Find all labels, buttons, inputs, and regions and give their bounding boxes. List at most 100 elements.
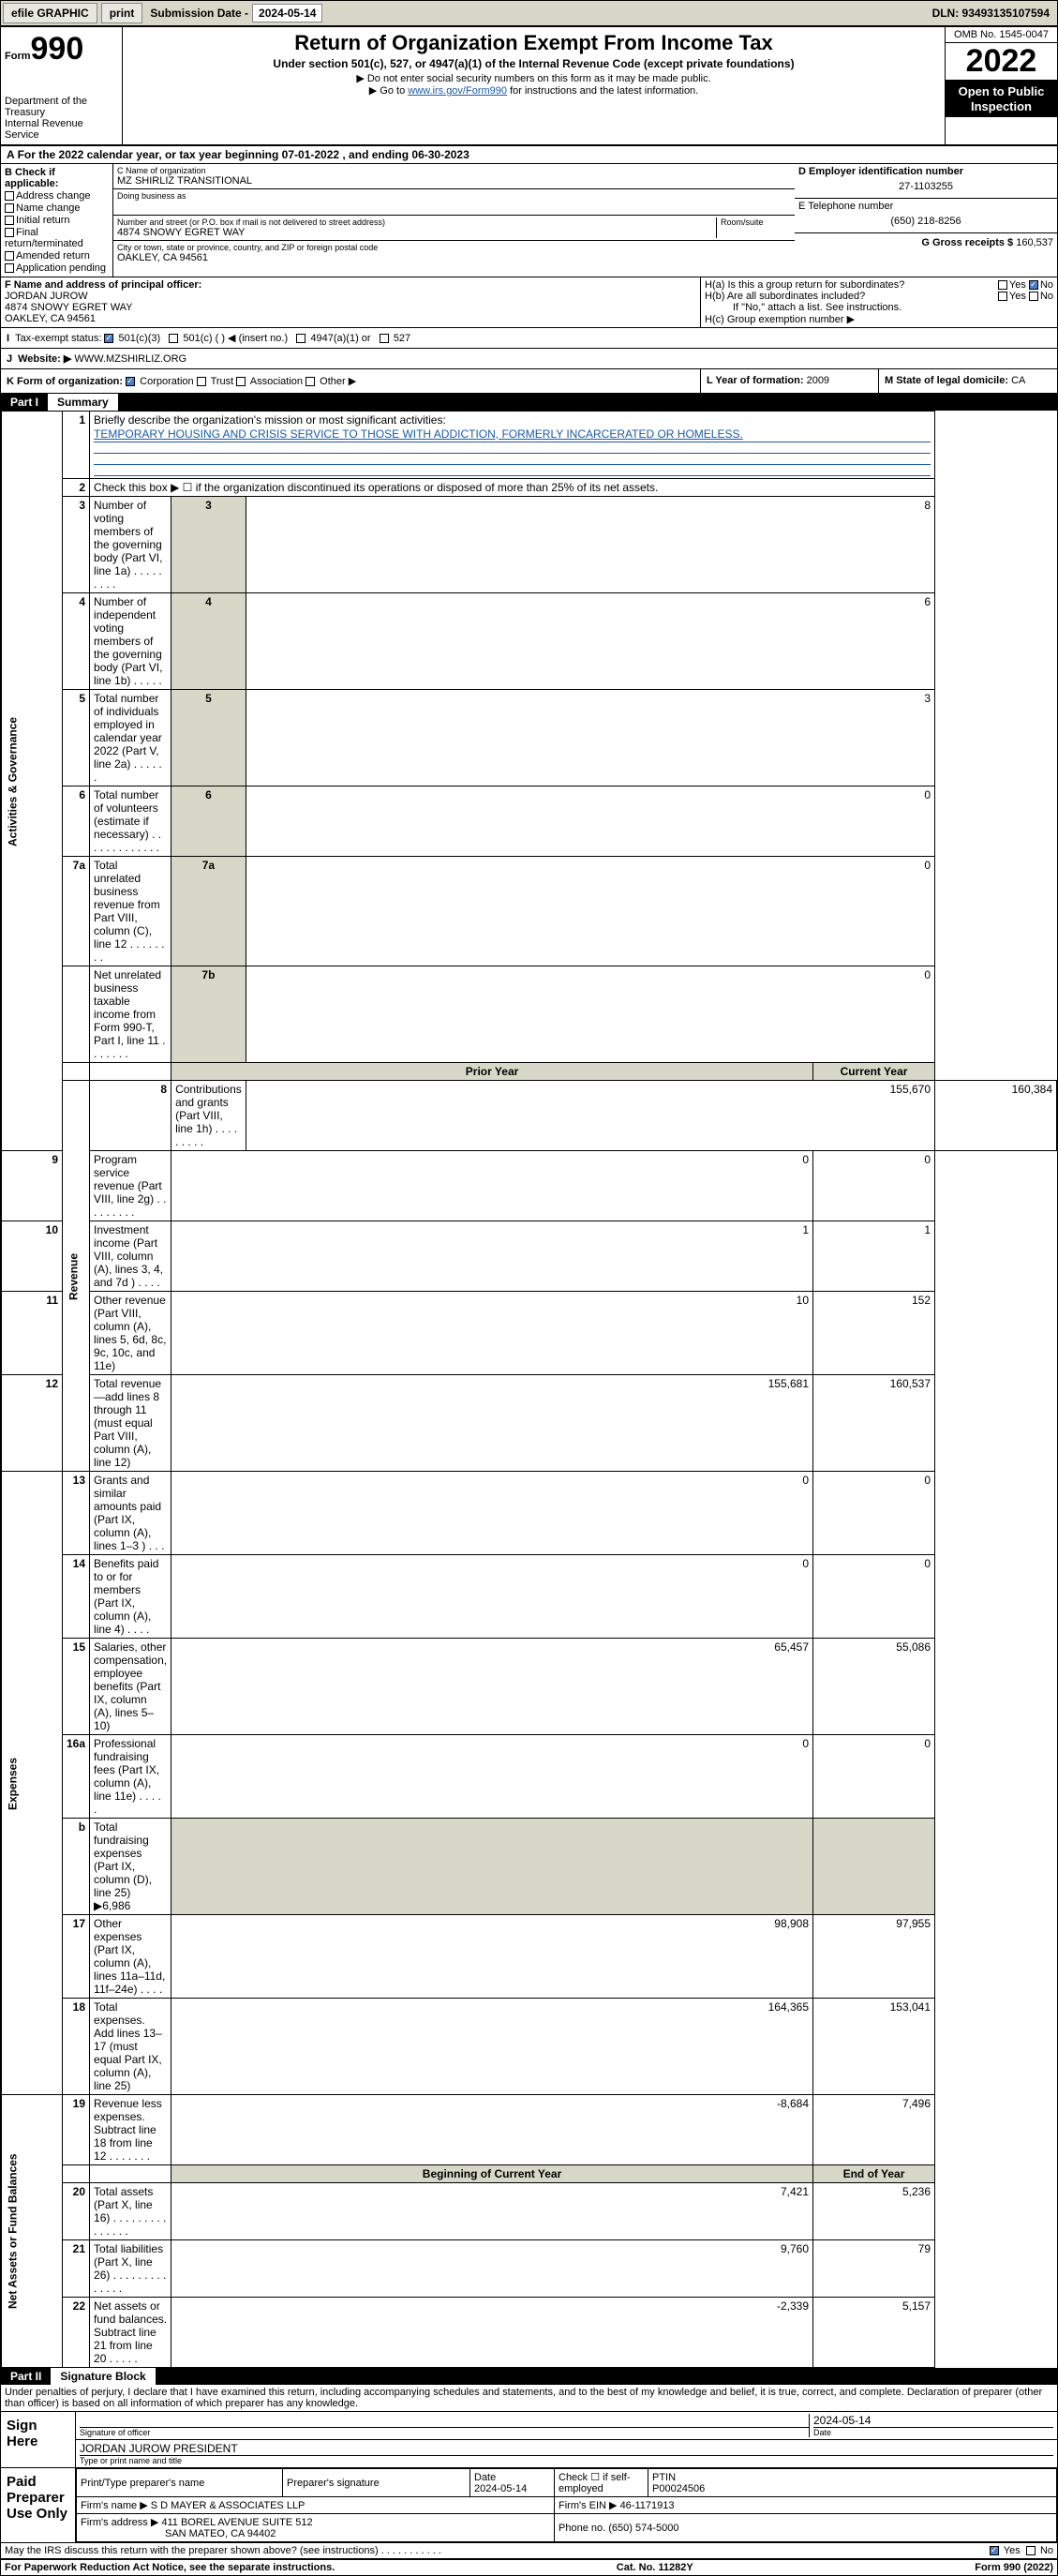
ein-label: D Employer identification number <box>798 166 1053 177</box>
checkbox-501c[interactable] <box>169 334 178 343</box>
form-container: Form990 Department of the Treasury Inter… <box>0 26 1058 2576</box>
penalty-statement: Under penalties of perjury, I declare th… <box>1 2385 1057 2412</box>
dln-value: DLN: 93493135107594 <box>932 7 1055 20</box>
officer-address: 4874 SNOWY EGRET WAY OAKLEY, CA 94561 <box>5 302 696 324</box>
checkbox-hb-no[interactable] <box>1029 292 1038 301</box>
website-value: WWW.MZSHIRLIZ.ORG <box>74 353 186 365</box>
ptin-value: P00024506 <box>652 2483 705 2494</box>
block-b-checkboxes: B Check if applicable: Address change Na… <box>1 164 113 277</box>
gross-receipts-label: G Gross receipts $ <box>921 237 1013 248</box>
org-name: MZ SHIRLIZ TRANSITIONAL <box>117 175 791 187</box>
prior-year-header: Prior Year <box>171 1063 813 1081</box>
omb-number: OMB No. 1545-0047 <box>946 27 1057 43</box>
firm-addr1: 411 BOREL AVENUE SUITE 512 <box>161 2517 312 2528</box>
form-number: 990 <box>31 31 84 67</box>
checkbox-corporation[interactable] <box>126 377 135 386</box>
sign-date: 2024-05-14 <box>813 2414 1053 2427</box>
phone-label: E Telephone number <box>798 201 1053 212</box>
checkbox-ha-yes[interactable] <box>998 280 1007 290</box>
ein-value: 27-1103255 <box>798 177 1053 196</box>
firm-name: S D MAYER & ASSOCIATES LLP <box>151 2500 305 2511</box>
paid-preparer-label: Paid Preparer Use Only <box>1 2468 76 2542</box>
line-i-tax-exempt: ITax-exempt status: 501(c)(3) 501(c) ( )… <box>1 328 1057 349</box>
discuss-line: May the IRS discuss this return with the… <box>1 2543 1057 2560</box>
checkbox-527[interactable] <box>380 334 389 343</box>
firm-addr2: SAN MATEO, CA 94402 <box>81 2528 276 2539</box>
org-name-label: C Name of organization <box>117 166 791 175</box>
checkbox-association[interactable] <box>236 377 246 386</box>
block-h-group: H(a) Is this a group return for subordin… <box>701 277 1057 327</box>
checkbox-discuss-yes[interactable] <box>990 2546 999 2555</box>
footer-left: For Paperwork Reduction Act Notice, see … <box>5 2562 335 2573</box>
mission-text: TEMPORARY HOUSING AND CRISIS SERVICE TO … <box>94 427 931 442</box>
line-5-value: 3 <box>246 690 934 786</box>
sidebar-expenses: Expenses <box>2 1472 63 2095</box>
current-year-header: Current Year <box>813 1063 935 1081</box>
end-year-header: End of Year <box>813 2165 935 2183</box>
checkbox-name-change[interactable] <box>5 203 14 213</box>
hb-note: If "No," attach a list. See instructions… <box>705 302 1053 313</box>
submission-date-label: Submission Date - <box>146 7 252 20</box>
checkbox-501c3[interactable] <box>104 334 113 343</box>
footer-right: Form 990 (2022) <box>975 2562 1053 2573</box>
form-header: Form990 Department of the Treasury Inter… <box>1 27 1057 146</box>
block-f-officer: F Name and address of principal officer:… <box>1 277 701 327</box>
checkbox-address-change[interactable] <box>5 191 14 201</box>
phone-value: (650) 218-8256 <box>798 212 1053 231</box>
checkbox-ha-no[interactable] <box>1029 280 1038 290</box>
sign-here-label: Sign Here <box>1 2412 76 2467</box>
efile-header-bar: efile GRAPHIC print Submission Date - 20… <box>0 0 1058 26</box>
footer-center: Cat. No. 11282Y <box>617 2562 693 2573</box>
city-label: City or town, state or province, country… <box>117 243 791 252</box>
line-k-form-org: K Form of organization: Corporation Trus… <box>1 369 701 393</box>
firm-ein: 46-1171913 <box>620 2500 675 2511</box>
sidebar-revenue: Revenue <box>63 1081 90 1472</box>
checkbox-amended-return[interactable] <box>5 251 14 261</box>
block-b-label: B Check if applicable: <box>5 167 109 189</box>
checkbox-4947[interactable] <box>296 334 305 343</box>
line-2-text: Check this box ▶ ☐ if the organization d… <box>90 479 935 497</box>
form-subtitle: Under section 501(c), 527, or 4947(a)(1)… <box>127 57 941 70</box>
part-1-number: Part I <box>1 394 48 411</box>
room-suite-label: Room/suite <box>716 217 791 238</box>
sidebar-net-assets: Net Assets or Fund Balances <box>2 2095 63 2368</box>
city-state-zip: OAKLEY, CA 94561 <box>117 252 791 263</box>
submission-date-value: 2024-05-14 <box>252 4 322 22</box>
line-l-year: L Year of formation: 2009 <box>701 369 879 393</box>
part-2-title: Signature Block <box>51 2368 155 2385</box>
note2-pre: ▶ Go to <box>369 85 408 97</box>
checkbox-discuss-no[interactable] <box>1026 2546 1036 2555</box>
checkbox-other[interactable] <box>305 377 315 386</box>
form990-link[interactable]: www.irs.gov/Form990 <box>408 85 507 97</box>
line-4-value: 6 <box>246 593 934 690</box>
officer-signed-name: JORDAN JUROW PRESIDENT <box>80 2442 1053 2455</box>
sidebar-activities: Activities & Governance <box>2 412 63 1151</box>
checkbox-application-pending[interactable] <box>5 263 14 273</box>
line-7b-value: 0 <box>246 966 934 1063</box>
checkbox-trust[interactable] <box>197 377 206 386</box>
summary-table: Activities & Governance 1 Briefly descri… <box>1 411 1057 2368</box>
print-button[interactable]: print <box>101 3 143 23</box>
gross-receipts-value: 160,537 <box>1016 237 1053 248</box>
checkbox-hb-yes[interactable] <box>998 292 1007 301</box>
officer-name: JORDAN JUROW <box>5 291 696 302</box>
form-title: Return of Organization Exempt From Incom… <box>127 31 941 55</box>
addr-label: Number and street (or P.O. box if mail i… <box>117 217 716 227</box>
part-2-number: Part II <box>1 2368 51 2385</box>
line-1-text: Briefly describe the organization's miss… <box>94 413 446 427</box>
checkbox-initial-return[interactable] <box>5 216 14 225</box>
tax-year: 2022 <box>946 43 1057 81</box>
inspection-label: Open to Public Inspection <box>946 81 1057 117</box>
line-6-value: 0 <box>246 786 934 857</box>
efile-graphic-button[interactable]: efile GRAPHIC <box>3 3 97 23</box>
firm-phone: (650) 574-5000 <box>608 2523 678 2534</box>
form-label: Form <box>5 51 31 62</box>
page-footer: For Paperwork Reduction Act Notice, see … <box>1 2560 1057 2575</box>
part-2-header: Part II Signature Block <box>1 2368 1057 2385</box>
dba-label: Doing business as <box>117 191 791 201</box>
officer-label: F Name and address of principal officer: <box>5 279 696 291</box>
part-1-title: Summary <box>48 394 118 411</box>
date-label: Date <box>813 2427 1053 2437</box>
street-address: 4874 SNOWY EGRET WAY <box>117 227 716 238</box>
checkbox-final-return[interactable] <box>5 228 14 237</box>
